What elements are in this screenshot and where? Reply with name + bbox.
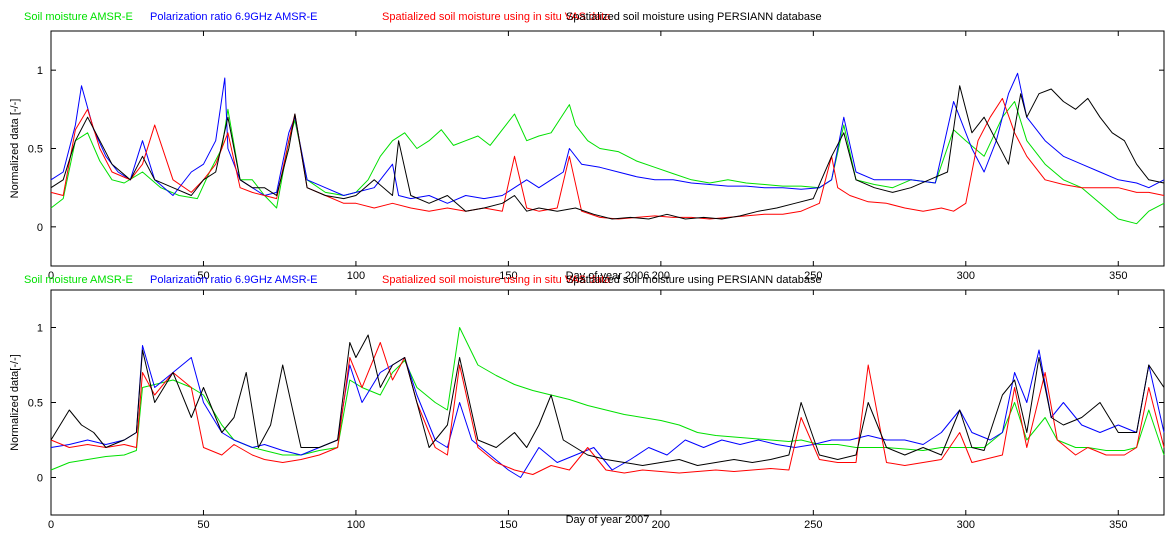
x-tick-label: 300 <box>957 519 975 528</box>
legend-entry: Soil moisture AMSR-E <box>24 274 133 286</box>
series-line-3 <box>50 97 1165 220</box>
x-tick-label: 100 <box>347 519 365 528</box>
series-line-1 <box>50 327 1165 471</box>
x-tick-label: 0 <box>48 270 54 282</box>
y-tick-label: 1 <box>37 323 43 335</box>
plot-frame <box>50 30 1165 267</box>
series-line-4 <box>50 334 1165 466</box>
x-axis-label: Day of year 2006 <box>566 270 650 282</box>
x-tick-label: 50 <box>197 519 209 528</box>
plot-frame <box>50 289 1165 516</box>
series-line-3 <box>50 342 1165 475</box>
legend-entry: Spatialized soil moisture using in situ … <box>382 274 611 286</box>
y-tick-label: 0.5 <box>28 398 43 410</box>
x-tick-label: 200 <box>652 519 670 528</box>
legend-entry: Polarization ratio 6.9GHz AMSR-E <box>150 11 318 23</box>
x-tick-label: 250 <box>804 519 822 528</box>
legend-entry: Polarization ratio 6.9GHz AMSR-E <box>150 274 318 286</box>
x-tick-label: 0 <box>48 519 54 528</box>
series-line-4 <box>50 85 1165 220</box>
y-tick-label: 1 <box>37 65 43 77</box>
x-tick-label: 350 <box>1109 519 1127 528</box>
legend-entry: Spatialized soil moisture using in situ … <box>382 11 611 23</box>
y-tick-label: 0.5 <box>28 144 43 156</box>
y-axis-label: Normalized data [-/-] <box>9 99 21 199</box>
y-axis-label: Normalized data[-/-] <box>9 354 21 451</box>
x-tick-label: 250 <box>804 270 822 282</box>
y-tick-label: 0 <box>37 222 43 234</box>
x-tick-label: 100 <box>347 270 365 282</box>
x-tick-label: 200 <box>652 270 670 282</box>
legend-entry: Spatialized soil moisture using PERSIANN… <box>566 11 822 23</box>
series-line-2 <box>50 72 1165 204</box>
x-tick-label: 150 <box>499 270 517 282</box>
x-axis-label: Day of year 2007 <box>566 514 650 526</box>
x-tick-label: 50 <box>197 270 209 282</box>
x-tick-label: 150 <box>499 519 517 528</box>
x-tick-label: 300 <box>957 270 975 282</box>
y-tick-label: 0 <box>37 473 43 485</box>
x-tick-label: 350 <box>1109 270 1127 282</box>
legend-entry: Soil moisture AMSR-E <box>24 11 133 23</box>
legend-entry: Spatialized soil moisture using PERSIANN… <box>566 274 822 286</box>
